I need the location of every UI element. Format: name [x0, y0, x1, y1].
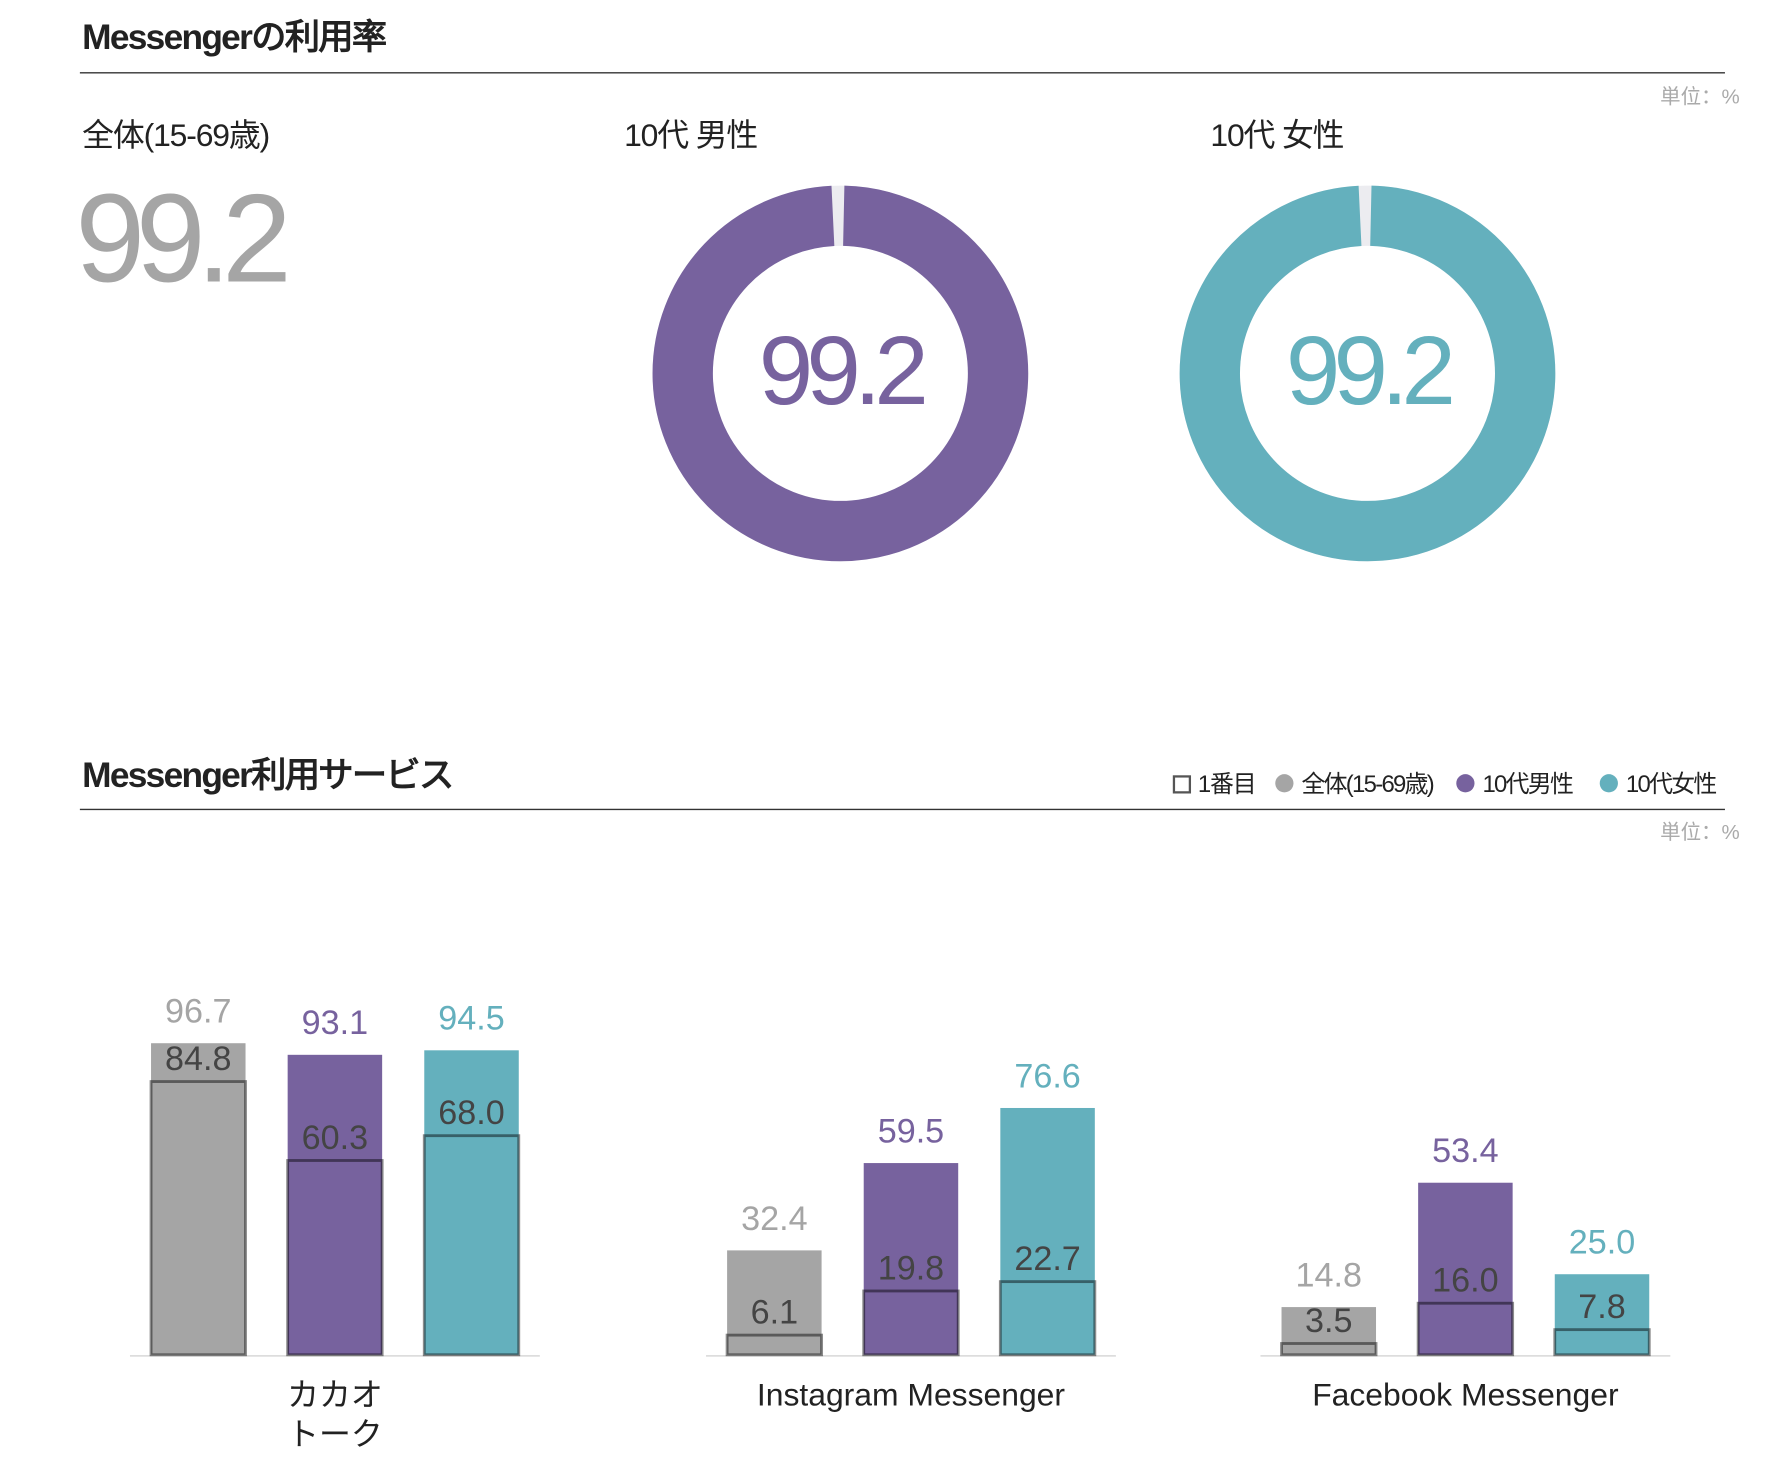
bar [1281, 1307, 1377, 1355]
first-choice-box [1280, 1342, 1378, 1357]
first-choice-box [725, 1333, 824, 1357]
value-label: 94.5 [438, 1000, 504, 1038]
first-value-label: 84.8 [165, 1040, 231, 1078]
value-label: 32.4 [741, 1200, 807, 1238]
category-label: Facebook Messenger [1312, 1376, 1619, 1412]
category-label: カカオ [287, 1376, 383, 1412]
legend-swatch [1172, 775, 1192, 794]
first-value-label: 22.7 [1014, 1240, 1080, 1278]
legend-label: 全体(15-69歳) [1301, 771, 1433, 798]
legend-label: 1番目 [1198, 771, 1256, 798]
bar [1000, 1107, 1095, 1355]
first-value-label: 7.8 [1578, 1288, 1625, 1326]
value-label: 53.4 [1432, 1132, 1498, 1170]
bar [287, 1054, 383, 1355]
unit-note: 単位：% [1660, 85, 1740, 108]
first-value-label: 16.0 [1432, 1262, 1498, 1300]
first-value-label: 19.8 [878, 1249, 944, 1287]
donut-title: 10代 男性 [624, 117, 757, 153]
bar [1554, 1274, 1650, 1355]
overall-value: 99.2 [75, 168, 286, 308]
first-value-label: 68.0 [438, 1094, 504, 1132]
category-label: トーク [287, 1416, 383, 1452]
donut-arc [1179, 185, 1556, 562]
first-choice-box [422, 1134, 521, 1357]
value-label: 25.0 [1569, 1224, 1635, 1262]
first-choice-box [286, 1159, 384, 1357]
category-label: Instagram Messenger [757, 1376, 1065, 1412]
donut-value: 99.2 [1286, 315, 1452, 425]
first-choice-box [149, 1080, 247, 1357]
first-choice-box [998, 1280, 1097, 1357]
legend-swatch [1275, 774, 1294, 793]
bar [863, 1163, 959, 1355]
first-choice-box [1553, 1328, 1651, 1357]
value-label: 76.6 [1014, 1057, 1080, 1095]
first-value-label: 3.5 [1305, 1302, 1352, 1340]
bar [424, 1050, 519, 1355]
legend-swatch [1456, 774, 1475, 793]
value-label: 96.7 [165, 993, 231, 1031]
legend-label: 10代男性 [1482, 771, 1573, 798]
value-label: 59.5 [878, 1112, 944, 1150]
legend-label: 10代女性 [1626, 771, 1717, 798]
bar [727, 1250, 822, 1355]
section-title: Messengerの利用率 [82, 18, 387, 57]
first-value-label: 6.1 [751, 1294, 798, 1332]
section-title: Messenger利用サービス [82, 756, 452, 795]
first-choice-box [862, 1289, 960, 1357]
value-label: 14.8 [1296, 1257, 1362, 1295]
first-value-label: 60.3 [302, 1119, 368, 1157]
value-label: 93.1 [302, 1004, 368, 1042]
first-choice-box [1416, 1301, 1515, 1357]
bar [151, 1043, 246, 1355]
legend-swatch [1599, 774, 1618, 793]
bar [1418, 1182, 1513, 1355]
donut-title: 10代 女性 [1210, 117, 1343, 153]
overall-label: 全体(15-69歳) [82, 117, 269, 153]
unit-note: 単位：% [1660, 821, 1740, 844]
donut-value: 99.2 [759, 315, 925, 425]
donut-arc [652, 185, 1029, 562]
